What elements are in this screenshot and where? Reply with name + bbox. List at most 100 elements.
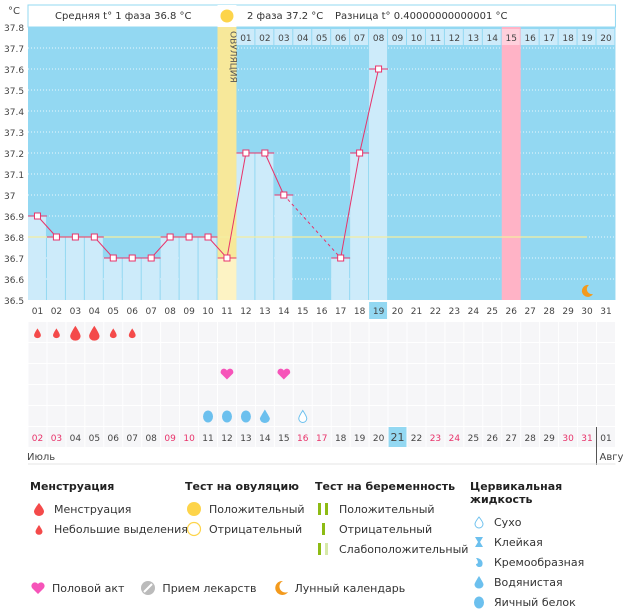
date-cell — [521, 427, 540, 447]
cycle-day-cell — [388, 29, 406, 45]
y-tick-label: 37.4 — [4, 108, 24, 118]
temperature-point — [128, 254, 136, 262]
symptom-cell — [66, 406, 85, 426]
symptom-cell — [331, 385, 350, 405]
symptom-cell — [123, 406, 142, 426]
symptom-cell — [47, 385, 66, 405]
symptom-cell — [66, 343, 85, 363]
x-tick-label: 26 — [505, 307, 517, 317]
y-tick-label: 36.7 — [4, 255, 24, 265]
temperature-point — [242, 149, 250, 157]
x-tick-label: 10 — [202, 307, 214, 317]
symptom-cell — [104, 385, 123, 405]
date-cell — [199, 427, 217, 447]
x-tick-label: 22 — [430, 307, 441, 317]
legend-item: Прием лекарств — [140, 580, 257, 596]
y-tick-label: 37.3 — [4, 129, 24, 139]
symptom-cell — [483, 343, 502, 363]
symptom-cell — [388, 406, 407, 426]
temperature-bar — [46, 237, 65, 300]
legend-item: Небольшие выделения — [30, 519, 188, 539]
unit-label: °C — [8, 6, 20, 17]
symptom-cell — [85, 343, 104, 363]
moon-icon — [581, 284, 594, 297]
y-tick-label: 37.5 — [4, 87, 24, 97]
legend-item: Отрицательный — [185, 519, 305, 539]
date-label: 24 — [449, 434, 461, 444]
date-label: 26 — [487, 434, 499, 444]
symptom-cell — [369, 406, 388, 426]
date-label: 05 — [89, 434, 100, 444]
date-cell — [369, 427, 388, 447]
date-label: 04 — [70, 434, 82, 444]
symptom-cell — [274, 322, 293, 342]
legend-item: Слабоположительный — [315, 539, 468, 559]
x-tick-label: 01 — [32, 307, 43, 317]
moon-icon — [273, 580, 289, 596]
date-cell — [540, 427, 559, 447]
cycle-day-cell — [255, 29, 274, 45]
date-label: 20 — [373, 434, 385, 444]
cycle-day-label: 08 — [373, 34, 385, 44]
date-label: 19 — [354, 434, 366, 444]
cycle-day-cell — [520, 29, 539, 45]
symptom-cell — [255, 364, 274, 384]
date-cell — [218, 427, 236, 447]
cycle-day-cell — [331, 29, 350, 45]
temperature-point — [204, 233, 212, 241]
date-label: 18 — [335, 434, 347, 444]
symptom-cell — [521, 364, 540, 384]
symptom-cell — [578, 406, 596, 426]
temperature-point — [90, 233, 98, 241]
symptom-cell — [407, 385, 426, 405]
symptom-cell — [142, 406, 161, 426]
date-label: 16 — [297, 434, 309, 444]
temperature-chart: °C Средняя t° 1 фаза 36.8 °C 2 фаза 37.2 °… — [4, 4, 623, 465]
symptom-cell — [502, 385, 521, 405]
y-tick-label: 37 — [4, 192, 15, 202]
cycle-day-cell — [577, 29, 596, 45]
symptom-cell — [312, 406, 331, 426]
egg-white-icon — [221, 410, 232, 423]
date-label: 30 — [562, 434, 574, 444]
date-label: 15 — [278, 434, 289, 444]
temperature-bar — [65, 237, 84, 300]
heart-icon — [220, 368, 234, 380]
symptom-cell — [578, 364, 596, 384]
x-tick-label: 04 — [89, 307, 101, 317]
symptom-cell — [597, 406, 615, 426]
legend-item: Яичный белок — [470, 592, 626, 612]
symptom-cell — [483, 322, 502, 342]
symptom-cell — [47, 406, 66, 426]
symptom-cell — [369, 364, 388, 384]
symptom-cell — [483, 385, 502, 405]
symptom-cell — [85, 364, 104, 384]
date-label: 22 — [411, 434, 422, 444]
symptom-cell — [255, 385, 274, 405]
x-tick-label: 03 — [70, 307, 81, 317]
cycle-day-cell — [558, 29, 577, 45]
negative-circle-icon — [185, 521, 203, 537]
pill-icon — [140, 580, 156, 596]
legend-pregnancy-test: Тест на беременность Положительный Отриц… — [315, 480, 468, 559]
symptom-cell — [142, 322, 161, 342]
symptom-cell — [464, 364, 483, 384]
symptom-cell — [28, 364, 47, 384]
temperature-bar — [274, 195, 293, 300]
temperature-bar — [141, 258, 160, 300]
symptom-cell — [350, 364, 369, 384]
ovulation-column — [217, 27, 237, 258]
y-tick-label: 36.9 — [4, 213, 24, 223]
symptom-cell — [161, 364, 180, 384]
date-cell — [559, 427, 578, 447]
symptom-cell — [540, 406, 559, 426]
watery-icon — [470, 574, 488, 590]
menstruation-icon — [89, 325, 100, 341]
spotting-icon — [53, 328, 60, 339]
symptom-cell — [350, 343, 369, 363]
date-cell — [180, 427, 199, 447]
symptom-cell — [502, 322, 521, 342]
temperature-point — [185, 233, 193, 241]
temperature-bar — [84, 237, 103, 300]
cycle-day-label: 17 — [543, 34, 554, 44]
